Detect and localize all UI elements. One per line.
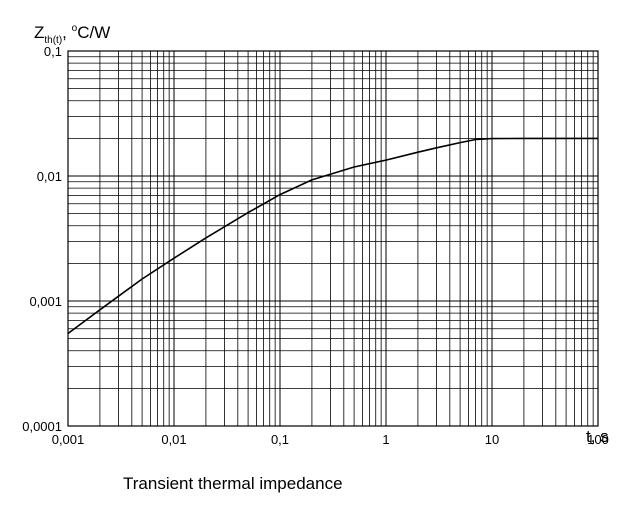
series-line: [67, 137, 598, 335]
grid: [67, 51, 598, 427]
series-layer: [67, 137, 598, 335]
y-axis-label-main: Z: [34, 23, 44, 42]
y-tick-labels: 0,0001 0,001 0,01 0,1: [22, 44, 62, 434]
chart-caption: Transient thermal impedance: [123, 474, 343, 493]
y-tick-label: 0,01: [37, 169, 62, 184]
y-tick-label: 0,001: [29, 294, 62, 309]
y-axis-label-suffix: ,: [62, 23, 71, 42]
y-axis-label-sub: th(t): [44, 35, 62, 46]
x-tick-label: 100: [587, 432, 609, 447]
x-tick-label: 10: [485, 432, 499, 447]
x-tick-label: 0,001: [52, 432, 85, 447]
y-axis-label: Zth(t), oC/W: [34, 23, 110, 46]
x-tick-label: 0,1: [271, 432, 289, 447]
x-tick-label: 1: [382, 432, 389, 447]
y-tick-label: 0,0001: [22, 419, 62, 434]
y-tick-label: 0,1: [44, 44, 62, 59]
plot-frame: [67, 50, 599, 427]
y-axis-label-unit: C/W: [77, 23, 110, 42]
x-tick-labels: 0,001 0,01 0,1 1 10 100: [52, 432, 609, 447]
x-axis-label: t, s: [586, 427, 609, 446]
x-tick-label: 0,01: [161, 432, 186, 447]
y-axis-label-degree: o: [72, 23, 78, 34]
